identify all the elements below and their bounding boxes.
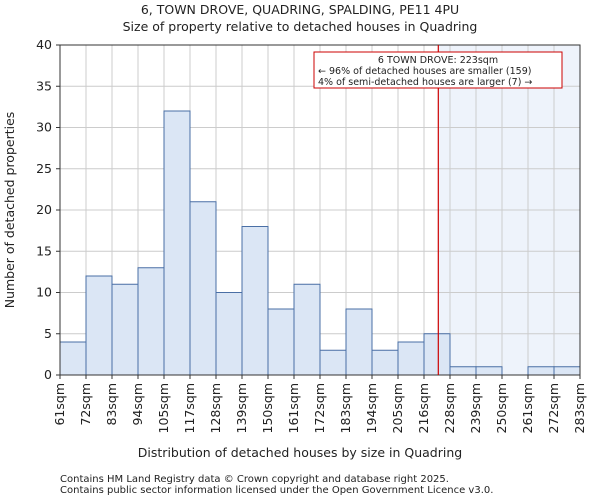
annotation-line-2: ← 96% of detached houses are smaller (15… bbox=[318, 66, 531, 77]
x-tick-label: 94sqm bbox=[130, 383, 145, 426]
x-tick-label: 261sqm bbox=[520, 383, 535, 433]
bar bbox=[475, 366, 503, 376]
x-tick-label: 283sqm bbox=[572, 383, 587, 433]
annotation-line-1: 6 TOWN DROVE: 223sqm bbox=[378, 55, 498, 66]
bar bbox=[59, 341, 87, 376]
annotation-line-3: 4% of semi-detached houses are larger (7… bbox=[318, 77, 532, 88]
y-tick-label: 20 bbox=[36, 202, 52, 217]
annotation-box bbox=[313, 51, 563, 89]
x-tick-label: 72sqm bbox=[78, 383, 93, 426]
plot-area: 0 5 10 15 20 25 30 35 40 61sqm 72sqm 83sqm 94sqm 105s… bbox=[36, 37, 587, 433]
x-tick-label: 250sqm bbox=[494, 383, 509, 433]
x-tick-label: 139sqm bbox=[234, 383, 249, 433]
bar bbox=[163, 110, 191, 376]
y-tick-label: 35 bbox=[36, 78, 52, 93]
bar bbox=[449, 366, 477, 376]
bar bbox=[137, 267, 165, 376]
bar bbox=[85, 275, 113, 376]
y-tick-label: 25 bbox=[36, 161, 52, 176]
bar bbox=[293, 283, 321, 376]
bar bbox=[189, 201, 217, 376]
x-axis-label: Distribution of detached houses by size … bbox=[138, 445, 462, 460]
x-tick-label: 150sqm bbox=[260, 383, 275, 433]
y-tick-label: 40 bbox=[36, 37, 52, 52]
y-tick-label: 0 bbox=[44, 367, 52, 382]
chart-subtitle: Size of property relative to detached ho… bbox=[123, 19, 478, 34]
x-tick-label: 239sqm bbox=[468, 383, 483, 433]
bar bbox=[241, 226, 269, 376]
x-tick-label: 105sqm bbox=[156, 383, 171, 433]
bar bbox=[319, 349, 347, 376]
y-axis-label: Number of detached properties bbox=[2, 112, 17, 309]
x-tick-label: 83sqm bbox=[104, 383, 119, 426]
footer-line-2: Contains public sector information licen… bbox=[60, 485, 493, 496]
bar bbox=[215, 292, 243, 376]
footer-line-1: Contains HM Land Registry data © Crown c… bbox=[60, 474, 449, 485]
x-tick-label: 117sqm bbox=[182, 383, 197, 433]
chart-title: 6, TOWN DROVE, QUADRING, SPALDING, PE11 … bbox=[141, 2, 459, 17]
y-tick-label: 10 bbox=[36, 285, 52, 300]
bar bbox=[397, 341, 425, 376]
bar bbox=[111, 283, 139, 376]
x-tick-label: 272sqm bbox=[546, 383, 561, 433]
x-tick-label: 228sqm bbox=[442, 383, 457, 433]
bar bbox=[267, 308, 295, 376]
x-tick-label: 128sqm bbox=[208, 383, 223, 433]
bar bbox=[553, 366, 581, 376]
x-tick-label: 172sqm bbox=[312, 383, 327, 433]
x-tick-label: 61sqm bbox=[52, 383, 67, 426]
x-tick-label: 161sqm bbox=[286, 383, 301, 433]
y-tick-label: 5 bbox=[44, 326, 52, 341]
bar bbox=[527, 366, 555, 376]
bar bbox=[345, 308, 373, 376]
x-tick-label: 194sqm bbox=[364, 383, 379, 433]
x-tick-label: 183sqm bbox=[338, 383, 353, 433]
bar bbox=[371, 349, 399, 376]
y-tick-label: 15 bbox=[36, 243, 52, 258]
x-tick-label: 205sqm bbox=[390, 383, 405, 433]
bar bbox=[423, 333, 451, 376]
y-tick-label: 30 bbox=[36, 120, 52, 135]
x-tick-label: 216sqm bbox=[416, 383, 431, 433]
